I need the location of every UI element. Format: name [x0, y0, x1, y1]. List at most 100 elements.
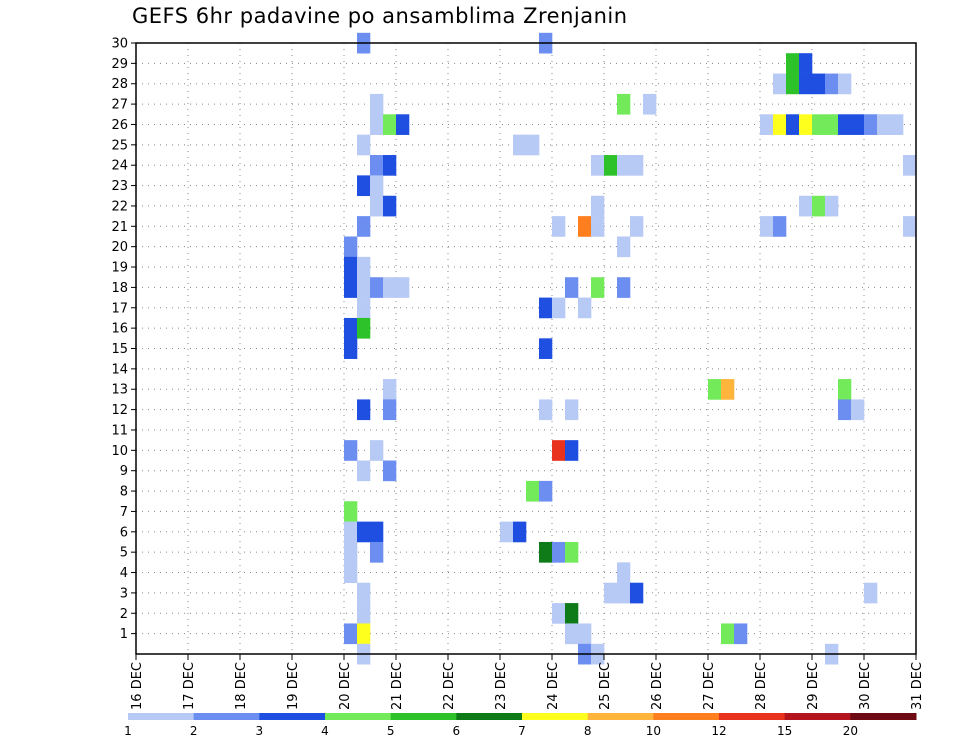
heatmap-cell — [357, 399, 371, 421]
heatmap-cell — [539, 297, 553, 319]
heatmap-cell — [799, 73, 813, 95]
heatmap-cell — [591, 216, 605, 237]
heatmap-cell — [383, 399, 397, 421]
heatmap-cell — [838, 114, 852, 135]
heatmap-cell — [513, 521, 527, 543]
heatmap-cell — [513, 134, 527, 156]
y-tick-label: 17 — [111, 301, 128, 316]
colorbar-label: 6 — [453, 724, 461, 738]
heatmap-cell — [617, 582, 631, 604]
heatmap-cell — [370, 155, 384, 176]
heatmap-cell — [344, 277, 358, 298]
heatmap-cell — [825, 195, 839, 217]
heatmap-cell — [617, 155, 631, 176]
heatmap-cell — [357, 582, 371, 604]
heatmap-cell — [799, 114, 813, 135]
chart-title: GEFS 6hr padavine po ansamblima Zrenjani… — [132, 4, 628, 28]
heatmap-cells — [344, 32, 917, 665]
heatmap-cell — [591, 155, 605, 176]
colorbar-label: 1 — [124, 724, 132, 738]
colorbar-label: 8 — [584, 724, 592, 738]
colorbar-label: 15 — [777, 724, 792, 738]
heatmap-cell — [799, 195, 813, 217]
heatmap-cell — [903, 216, 917, 237]
x-tick-label: 23 DEC — [494, 662, 509, 710]
heatmap-cell — [786, 73, 800, 95]
heatmap-cell — [357, 623, 371, 645]
x-tick-label: 31 DEC — [910, 662, 925, 710]
heatmap-cell — [370, 93, 384, 115]
heatmap-cell — [773, 73, 787, 95]
y-tick-label: 6 — [120, 525, 128, 540]
heatmap-cell — [370, 114, 384, 135]
colorbar-swatch — [259, 713, 326, 720]
colorbar-label: 20 — [843, 724, 858, 738]
y-tick-label: 29 — [111, 57, 128, 72]
y-tick-label: 3 — [120, 586, 128, 601]
heatmap-cell — [539, 480, 553, 502]
colorbar-swatch — [128, 713, 195, 720]
y-tick-label: 19 — [111, 261, 128, 276]
heatmap-cell — [344, 338, 358, 359]
heatmap-cell — [799, 53, 813, 74]
heatmap-cell — [864, 582, 878, 604]
colorbar-label: 5 — [387, 724, 395, 738]
y-tick-label: 4 — [120, 566, 128, 581]
heatmap-cell — [838, 399, 852, 421]
heatmap-cell — [539, 541, 553, 563]
colorbar-swatch — [456, 713, 523, 720]
heatmap-cell — [565, 440, 579, 461]
heatmap-cell — [565, 603, 579, 624]
y-tick-label: 1 — [120, 627, 128, 642]
heatmap-cell — [838, 379, 852, 400]
heatmap-cell — [357, 256, 371, 278]
heatmap-cell — [591, 195, 605, 217]
heatmap-cell — [370, 277, 384, 298]
heatmap-cell — [344, 521, 358, 543]
y-tick-label: 26 — [111, 118, 128, 133]
heatmap-cell — [396, 277, 410, 298]
heatmap-cell — [526, 134, 540, 156]
y-tick-label: 10 — [111, 444, 128, 459]
heatmap-cell — [357, 317, 371, 339]
y-tick-label: 16 — [111, 322, 128, 337]
y-axis: 1234567891011121314151617181920212223242… — [111, 37, 136, 642]
x-tick-label: 19 DEC — [286, 662, 301, 710]
heatmap-cell — [370, 175, 384, 197]
x-tick-label: 20 DEC — [338, 662, 353, 710]
heatmap-cell — [630, 582, 644, 604]
x-tick-label: 16 DEC — [130, 662, 145, 710]
heatmap-cell — [357, 603, 371, 624]
heatmap-cell — [617, 562, 631, 584]
heatmap-cell — [539, 338, 553, 359]
heatmap-cell — [357, 277, 371, 298]
colorbar-label: 10 — [646, 724, 661, 738]
heatmap-cell — [760, 114, 774, 135]
heatmap-cell — [344, 623, 358, 645]
y-tick-label: 11 — [111, 423, 128, 438]
heatmap-cell — [396, 114, 410, 135]
heatmap-cell — [851, 114, 865, 135]
y-tick-label: 7 — [120, 505, 128, 520]
heatmap-cell — [344, 541, 358, 563]
x-tick-label: 30 DEC — [858, 662, 873, 710]
heatmap-cell — [344, 501, 358, 522]
x-tick-label: 25 DEC — [598, 662, 613, 710]
heatmap-cell — [877, 114, 891, 135]
y-tick-label: 28 — [111, 77, 128, 92]
heatmap-cell — [370, 521, 384, 543]
heatmap-cell — [539, 399, 553, 421]
heatmap-cell — [526, 480, 540, 502]
heatmap-cell — [721, 379, 735, 400]
heatmap-cell — [357, 216, 371, 237]
colorbar-swatch — [193, 713, 260, 720]
heatmap-cell — [617, 93, 631, 115]
heatmap-cell — [500, 521, 514, 543]
y-tick-label: 23 — [111, 179, 128, 194]
heatmap-cell — [383, 195, 397, 217]
heatmap-cell — [357, 460, 371, 482]
heatmap-cell — [383, 379, 397, 400]
colorbar-swatch — [850, 713, 917, 720]
heatmap-cell — [357, 297, 371, 319]
